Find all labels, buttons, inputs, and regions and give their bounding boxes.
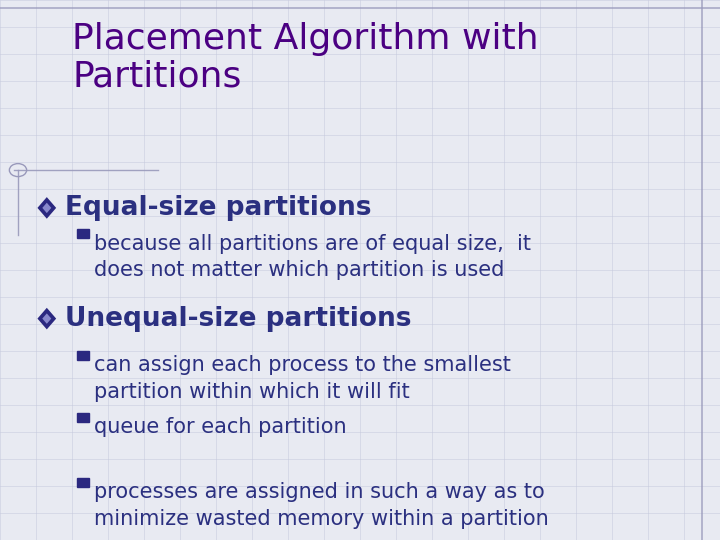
- Polygon shape: [42, 313, 51, 324]
- Polygon shape: [37, 197, 56, 219]
- Polygon shape: [37, 308, 56, 329]
- Text: Placement Algorithm with
Partitions: Placement Algorithm with Partitions: [72, 22, 539, 93]
- Text: Equal-size partitions: Equal-size partitions: [65, 195, 372, 221]
- Text: can assign each process to the smallest
partition within which it will fit: can assign each process to the smallest …: [94, 355, 510, 402]
- Text: queue for each partition: queue for each partition: [94, 417, 346, 437]
- Text: processes are assigned in such a way as to
minimize wasted memory within a parti: processes are assigned in such a way as …: [94, 482, 549, 529]
- Bar: [77, 351, 89, 360]
- Text: Unequal-size partitions: Unequal-size partitions: [65, 306, 411, 332]
- Bar: [77, 413, 89, 422]
- Bar: [77, 478, 89, 487]
- Polygon shape: [42, 202, 51, 213]
- Bar: [77, 230, 89, 238]
- Text: because all partitions are of equal size,  it
does not matter which partition is: because all partitions are of equal size…: [94, 234, 531, 280]
